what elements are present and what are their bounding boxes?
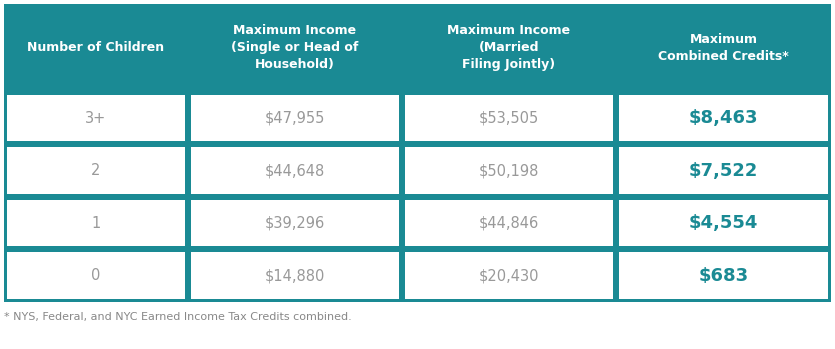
Bar: [190, 252, 399, 299]
Text: Maximum
Combined Credits*: Maximum Combined Credits*: [658, 33, 789, 63]
Bar: [190, 95, 399, 141]
Text: 2: 2: [91, 163, 100, 178]
Text: * NYS, Federal, and NYC Earned Income Tax Credits combined.: * NYS, Federal, and NYC Earned Income Ta…: [4, 312, 352, 322]
Bar: [405, 252, 613, 299]
Text: Number of Children: Number of Children: [28, 42, 164, 54]
Text: $39,296: $39,296: [265, 216, 325, 231]
Text: $44,648: $44,648: [265, 163, 325, 178]
Bar: [619, 147, 828, 194]
Bar: [190, 147, 399, 194]
Text: $8,463: $8,463: [689, 109, 758, 127]
Bar: [619, 252, 828, 299]
Bar: [619, 200, 828, 246]
Text: $44,846: $44,846: [478, 216, 539, 231]
Bar: [7, 95, 185, 141]
Text: $20,430: $20,430: [478, 268, 539, 283]
Bar: [405, 200, 613, 246]
Text: $47,955: $47,955: [265, 111, 325, 126]
Text: Maximum Income
(Married
Filing Jointly): Maximum Income (Married Filing Jointly): [448, 24, 570, 72]
Text: $7,522: $7,522: [689, 162, 758, 180]
Bar: [7, 200, 185, 246]
Text: Maximum Income
(Single or Head of
Household): Maximum Income (Single or Head of Househ…: [231, 24, 358, 72]
Text: 1: 1: [91, 216, 100, 231]
Text: $4,554: $4,554: [689, 214, 758, 232]
Text: 0: 0: [91, 268, 100, 283]
Bar: [4, 4, 831, 302]
Text: 3+: 3+: [85, 111, 106, 126]
Bar: [7, 147, 185, 194]
Text: $53,505: $53,505: [478, 111, 539, 126]
Bar: [405, 95, 613, 141]
Text: $50,198: $50,198: [478, 163, 539, 178]
Bar: [619, 95, 828, 141]
Text: $14,880: $14,880: [265, 268, 325, 283]
Bar: [7, 252, 185, 299]
Text: $683: $683: [698, 267, 748, 285]
Bar: [190, 200, 399, 246]
Bar: [405, 147, 613, 194]
